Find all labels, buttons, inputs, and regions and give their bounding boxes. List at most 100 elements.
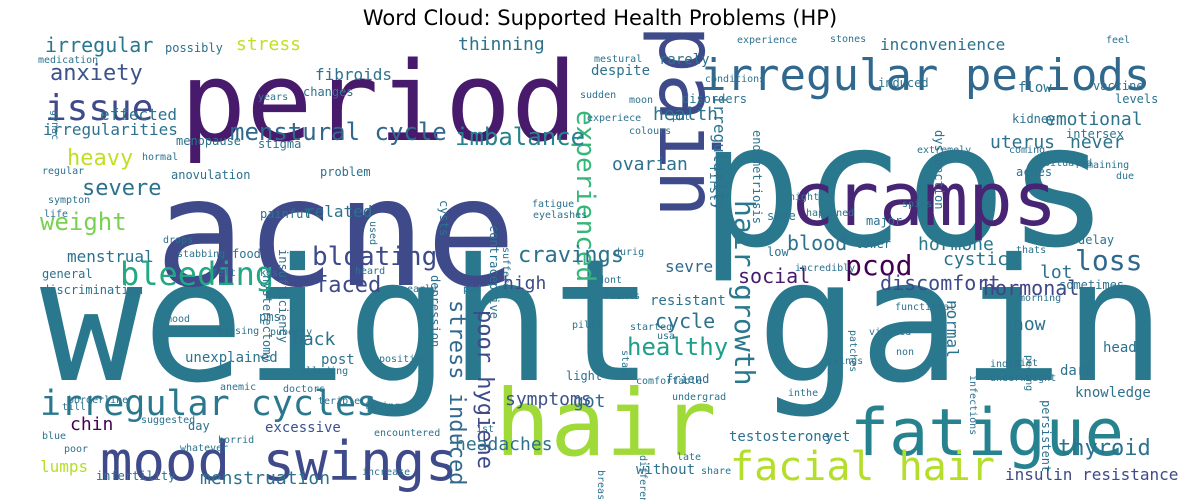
word-cramps: cramps	[790, 157, 1057, 243]
word-blood: blood	[787, 231, 847, 255]
word-hormone: hormone	[918, 234, 994, 255]
word-irregular-periods: irregular periods	[700, 50, 1150, 101]
word-hormonal: hormonal	[983, 276, 1079, 300]
word-blue: blue	[42, 431, 66, 442]
word-effected: effected	[100, 105, 177, 124]
word-functional: functional	[895, 302, 955, 313]
word-head: head	[1103, 340, 1137, 356]
word-infertility: infertility	[96, 469, 175, 483]
word-problem: problem	[320, 165, 371, 179]
word-sympton: sympton	[48, 195, 90, 206]
word-remaining: remaining	[1075, 160, 1129, 171]
word-early: early	[407, 284, 437, 295]
word-mestural: mestural	[594, 54, 642, 65]
word-discrimination: discrimination	[42, 283, 143, 297]
word-experiece: experiece	[587, 113, 641, 124]
word-eyelashes: eyelashes	[533, 210, 587, 221]
word-pills: pills	[572, 320, 602, 331]
word-bleeding: bleeding	[120, 255, 274, 293]
word-underweight: underweight	[990, 373, 1056, 384]
word-weight-gain: weight gain	[40, 223, 1166, 421]
word-food: food	[232, 247, 261, 261]
word-friend: friend	[666, 372, 709, 386]
word-faints: faints	[604, 291, 640, 302]
word-symptoms: symptoms	[505, 389, 592, 410]
word-irregularities: irregularities	[43, 120, 178, 139]
word-undergrad: undergrad	[672, 392, 726, 403]
word-insulin-resistance: insulin resistance	[1005, 465, 1178, 484]
word-facial-hair: facial hair	[730, 444, 995, 490]
word-acne: acne	[155, 147, 516, 321]
word-insufficiency: insufficiency	[276, 249, 290, 343]
word-uterus: uterus	[990, 132, 1055, 153]
word-gynac: gynac	[49, 110, 60, 140]
word-inconvenience: inconvenience	[880, 35, 1005, 54]
word-discomfort: discomfort	[880, 271, 1000, 295]
word-lumps: lumps	[40, 457, 88, 476]
word-breasts: breasts	[595, 470, 606, 500]
word-cravings: cravings	[518, 243, 624, 268]
word-delay: delay	[1078, 233, 1114, 247]
word-mood: mood	[166, 314, 190, 325]
word-drops: drops	[163, 235, 193, 246]
word-poor-hygiene: poor hygiene	[472, 310, 497, 469]
word-usa: usa	[657, 331, 675, 342]
word-stabbing: stabbing	[177, 249, 225, 260]
word-poor: poor	[64, 444, 88, 455]
word-colours: colours	[629, 126, 671, 137]
word-borderline: borderline	[68, 395, 128, 406]
word-irregular-cycles: irregular cycles	[40, 384, 377, 424]
word-non: non	[896, 347, 914, 358]
word-regular: regular	[42, 166, 84, 177]
word-dark: dark	[1060, 363, 1094, 379]
word-incredibly: incredibly	[795, 263, 855, 274]
word-headaches: headaches	[455, 434, 553, 455]
word-swings: swings	[827, 356, 863, 367]
word-felt: felt	[212, 268, 236, 279]
word-light: light	[566, 369, 602, 383]
word-morning: morning	[1019, 293, 1061, 304]
word-healthy: healthy	[627, 333, 728, 361]
word-comfortable: comfortable	[636, 376, 702, 387]
word-put: put	[672, 112, 690, 123]
word-extremely: extremely	[917, 145, 971, 156]
word-despite: despite	[591, 63, 650, 79]
word-mood-swings: mood swings	[100, 430, 458, 493]
word-imbalance: imbalance	[455, 123, 585, 151]
word-day: day	[188, 419, 210, 433]
word-increase: increase	[362, 467, 410, 478]
word-inthe: inthe	[788, 388, 818, 399]
word-first: first	[707, 165, 721, 201]
word-pid: pid	[463, 284, 481, 295]
word-testosterone: testosterone	[729, 429, 830, 445]
word-issue: issue	[45, 88, 153, 129]
word-normal: normal	[943, 300, 962, 358]
word-feel: feel	[1106, 35, 1130, 46]
word-peeing: peeing	[1023, 355, 1034, 391]
word-visited: visited	[869, 327, 911, 338]
word-encountered: encountered	[374, 428, 440, 439]
word-menstruation: menstruation	[200, 468, 330, 489]
word-kgs: kgs	[260, 268, 278, 279]
word-related: related	[305, 202, 372, 221]
word-cysts: cysts	[437, 200, 451, 236]
word-period: period	[180, 38, 577, 166]
word-social: social	[738, 264, 810, 288]
word-high: high	[503, 273, 546, 294]
word-doctors: doctors	[283, 384, 325, 395]
word-experienced: experienced	[570, 110, 600, 282]
word-menopause: menopause	[176, 134, 241, 148]
word-suffered: suffered	[500, 247, 511, 295]
word-post: post	[321, 352, 355, 368]
word-india: india	[990, 359, 1020, 370]
word-night: night	[789, 192, 819, 203]
word-positive: positive	[379, 354, 427, 365]
word-hair: hair	[495, 370, 717, 477]
word-irregular: irregular	[45, 33, 153, 57]
word-sevre: sevre	[665, 257, 713, 276]
word-excessive: excessive	[265, 420, 341, 436]
word-dysfunction: dysfunction	[932, 130, 946, 209]
word-fatigue: fatigue	[850, 396, 1124, 471]
word-terible: terible	[318, 396, 360, 407]
word-pcod: pcod	[845, 249, 912, 282]
